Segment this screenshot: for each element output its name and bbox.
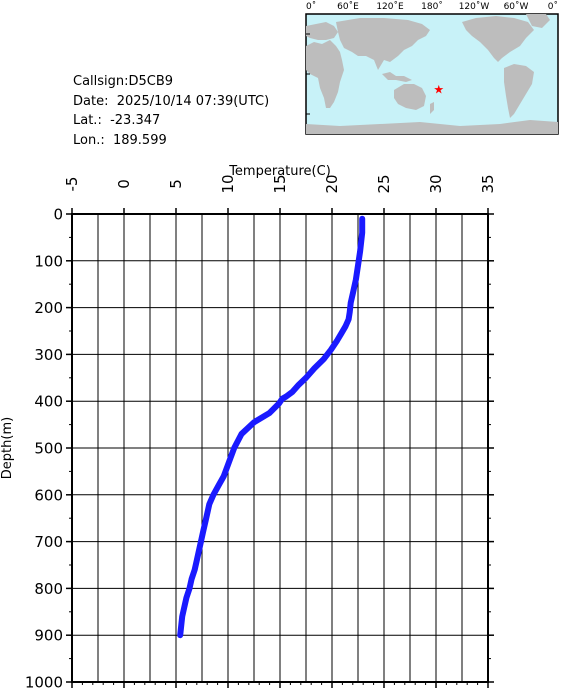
profile-info-block: Callsign:D5CB9 Date: 2025/10/14 07:39(UT…	[73, 72, 269, 150]
map-lon-label: 120˚W	[459, 1, 490, 12]
temperature-depth-chart: -5 0 5 10 15 20 25 30 35 0 100 200 300 400 500 600 700 8…	[0, 150, 564, 694]
map-lon-label: 60˚W	[504, 1, 529, 12]
y-tick-label: 300	[34, 346, 63, 364]
land-antarctica	[306, 120, 558, 134]
land-europe	[306, 22, 338, 40]
map-lon-label: 60˚E	[337, 1, 359, 12]
y-tick-label: 100	[34, 252, 63, 270]
x-tick-label: -5	[63, 177, 81, 192]
land-south-america	[504, 64, 534, 118]
x-axis-title: Temperature(C)	[228, 164, 331, 179]
y-axis-title: Depth(m)	[0, 417, 15, 479]
map-lon-label: 0˚	[306, 1, 316, 12]
y-tick-label: 600	[34, 486, 63, 504]
x-tick-label: 35	[479, 174, 497, 193]
y-tick-label: 900	[34, 627, 63, 645]
map-lon-label: 120˚E	[376, 1, 404, 12]
map-lon-label: 0˚	[548, 1, 558, 12]
x-tick-label: 30	[427, 174, 445, 193]
profile-chart-svg: -5 0 5 10 15 20 25 30 35 01002003004005006007008…	[0, 164, 497, 692]
date-text: Date: 2025/10/14 07:39(UTC)	[73, 93, 270, 109]
longitude-text: Lon.: 189.599	[73, 132, 167, 148]
y-tick-label: 800	[34, 580, 63, 598]
land-australia	[394, 84, 426, 110]
x-tick-label: 0	[115, 179, 133, 189]
temperature-profile-line	[177, 215, 366, 639]
map-lat-label: 60˚N	[300, 29, 301, 40]
latitude-text: Lat.: -23.347	[73, 113, 161, 128]
y-tick-label: 700	[34, 533, 63, 551]
land-greenland	[526, 14, 550, 28]
x-tick-label: 5	[167, 179, 185, 189]
y-tick-label: 200	[34, 299, 63, 317]
x-tick-label: 10	[219, 174, 237, 193]
plot-frame	[71, 213, 489, 683]
callsign-text: Callsign:D5CB9	[73, 74, 174, 89]
x-tick-label: 15	[271, 174, 289, 193]
y-tick-label: 0	[53, 206, 63, 224]
float-position-marker: ★	[433, 83, 444, 97]
land-north-america	[462, 16, 534, 62]
y-tick-label: 500	[34, 440, 63, 458]
map-landmasses	[306, 14, 558, 134]
land-indonesia	[382, 72, 412, 82]
land-africa	[306, 40, 344, 108]
map-lon-label: 180˚	[421, 1, 443, 12]
y-tick-label: 1000	[25, 674, 63, 691]
land-new-zealand	[430, 102, 434, 114]
x-tick-label: 20	[323, 174, 341, 193]
y-tick-label: 400	[34, 393, 63, 411]
land-asia	[336, 18, 430, 70]
x-tick-label: 25	[375, 174, 393, 193]
